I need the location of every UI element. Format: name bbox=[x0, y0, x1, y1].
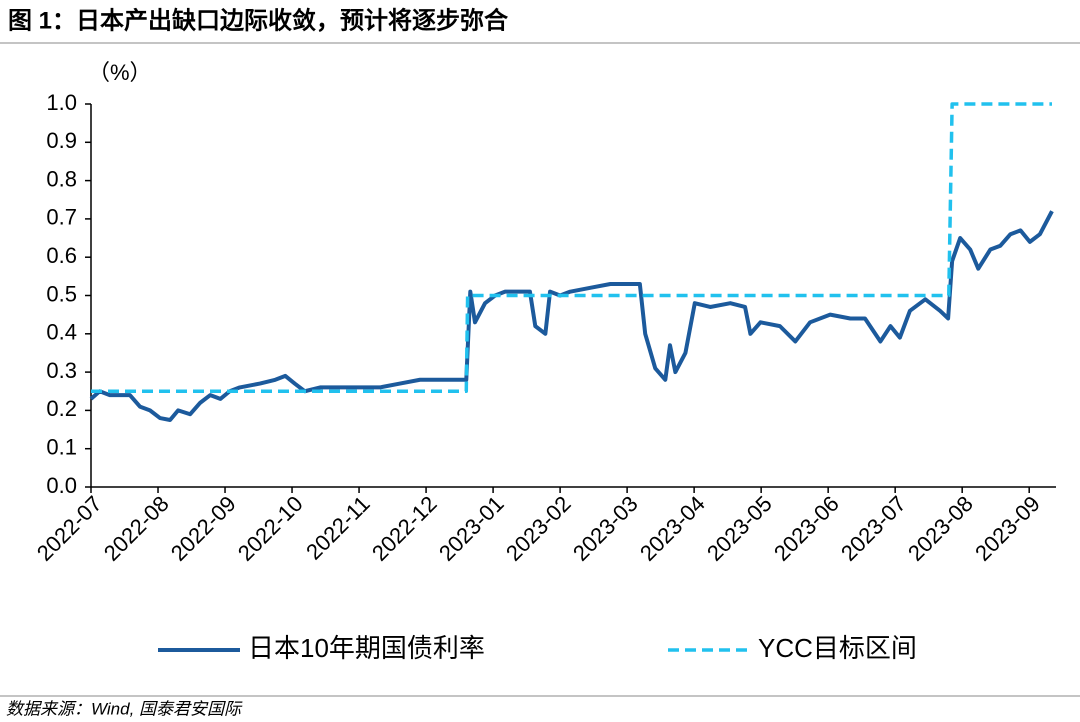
x-tick-label: 2023-04 bbox=[635, 491, 710, 566]
legend-label: 日本10年期国债利率 bbox=[248, 633, 485, 663]
y-tick-label: 0.6 bbox=[46, 243, 77, 268]
x-tick-label: 2022-09 bbox=[166, 491, 241, 566]
x-tick-label: 2023-01 bbox=[434, 491, 509, 566]
x-tick-label: 2023-06 bbox=[769, 491, 844, 566]
chart-title: 图 1：日本产出缺口边际收敛，预计将逐步弥合 bbox=[8, 6, 509, 34]
x-tick-label: 2023-09 bbox=[970, 491, 1045, 566]
x-tick-label: 2023-03 bbox=[568, 491, 643, 566]
x-tick-label: 2022-08 bbox=[99, 491, 174, 566]
y-tick-label: 0.4 bbox=[46, 320, 77, 345]
y-tick-label: 0.5 bbox=[46, 281, 77, 306]
y-tick-label: 1.0 bbox=[46, 90, 77, 115]
x-tick-label: 2023-08 bbox=[903, 491, 978, 566]
line-series bbox=[89, 210, 1054, 422]
x-tick-label: 2022-07 bbox=[32, 491, 107, 566]
line-series bbox=[91, 102, 1052, 393]
x-tick-label: 2023-07 bbox=[836, 491, 911, 566]
x-tick-label: 2022-10 bbox=[233, 491, 308, 566]
x-tick-label: 2023-02 bbox=[501, 491, 576, 566]
y-tick-label: 0.3 bbox=[46, 358, 77, 383]
y-tick-label: 0.0 bbox=[46, 473, 77, 498]
y-tick-label: 0.9 bbox=[46, 128, 77, 153]
x-tick-label: 2022-11 bbox=[301, 491, 375, 565]
source: 数据来源：Wind, 国泰君安国际 bbox=[6, 699, 243, 718]
y-tick-label: 0.7 bbox=[46, 205, 77, 230]
y-tick-label: 0.2 bbox=[46, 396, 77, 421]
x-tick-label: 2022-12 bbox=[367, 491, 442, 566]
y-tick-label: 0.8 bbox=[46, 166, 77, 191]
y-tick-label: 0.1 bbox=[46, 435, 77, 460]
legend-label: YCC目标区间 bbox=[758, 633, 917, 663]
x-tick-label: 2023-05 bbox=[702, 491, 777, 566]
y-axis-unit: （%） bbox=[88, 60, 152, 85]
